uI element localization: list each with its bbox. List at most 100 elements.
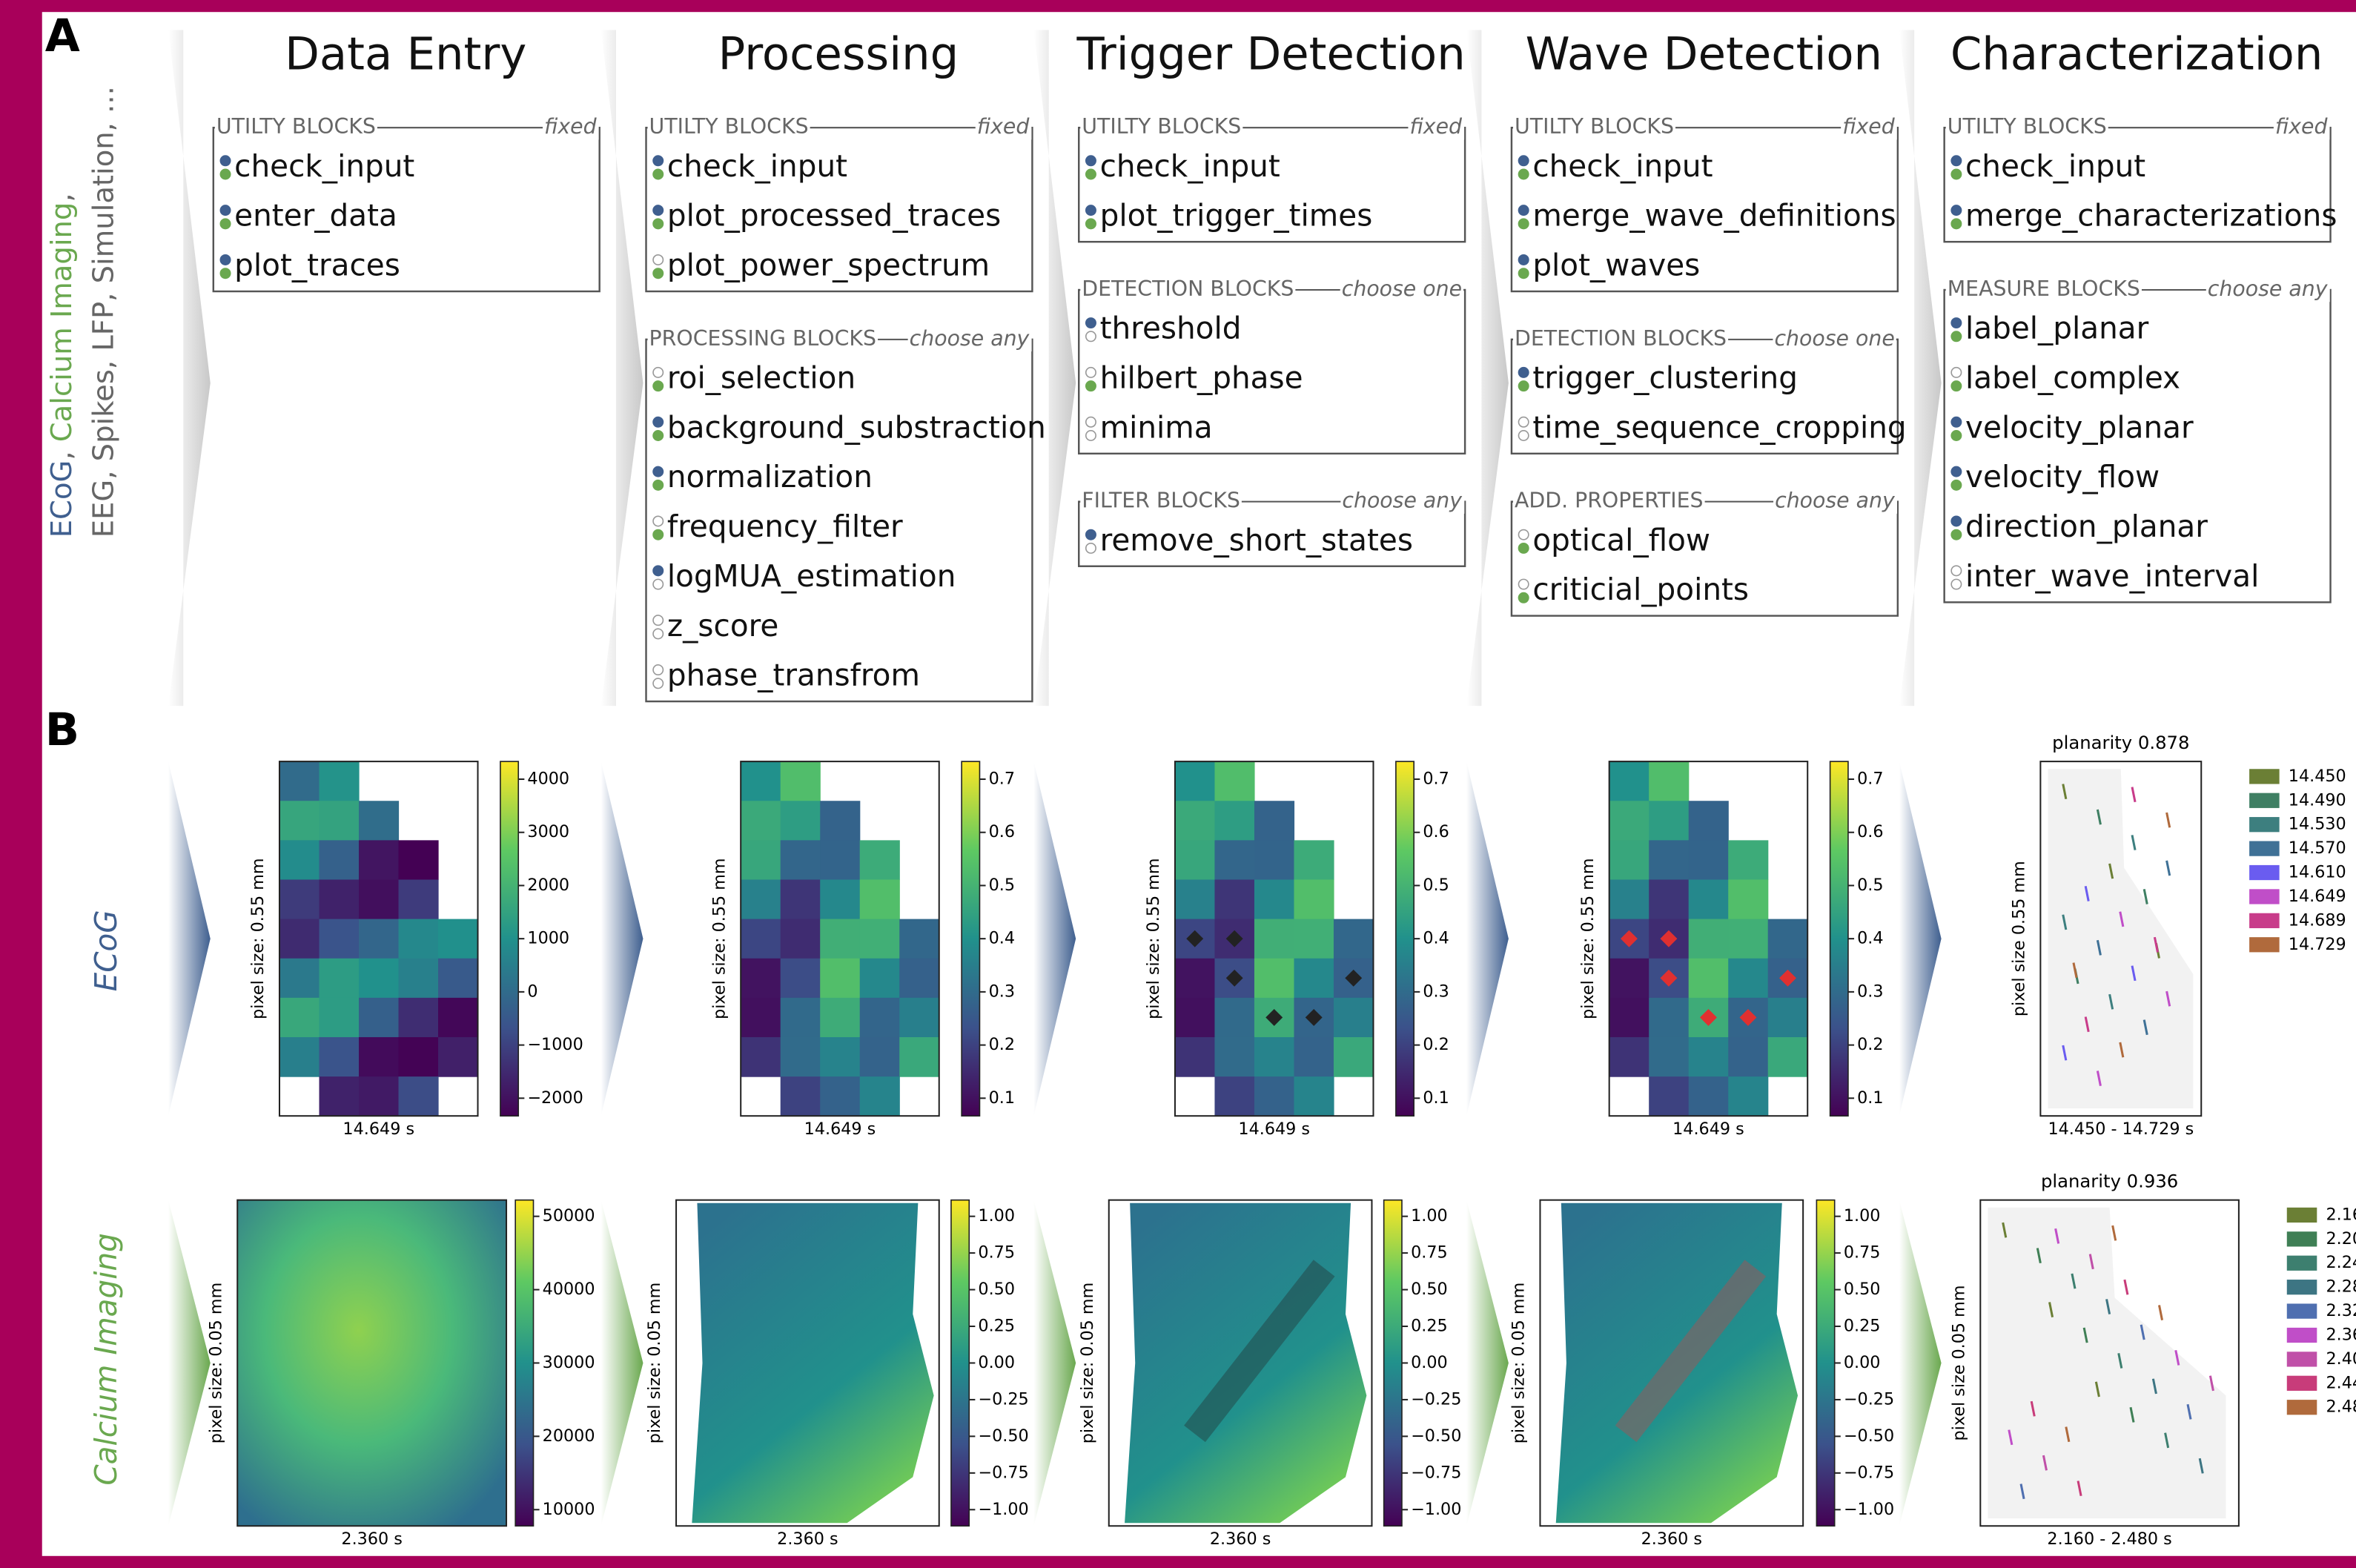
heatmap-cell — [741, 959, 781, 999]
heatmap-cell — [781, 840, 821, 880]
heatmap-cell — [741, 1037, 781, 1077]
calcium-support — [220, 268, 230, 278]
group-name: DETECTION BLOCKS — [1082, 277, 1294, 301]
heatmap-cell — [1214, 801, 1254, 841]
heatmap-cell — [1294, 1076, 1334, 1117]
heatmap-cell — [399, 959, 439, 999]
heatmap-cell — [1689, 1076, 1729, 1117]
calcium-support — [1951, 331, 1961, 341]
group-name: DETECTION BLOCKS — [1515, 326, 1727, 351]
ecog-support — [1951, 566, 1961, 575]
ecog-support — [653, 516, 663, 526]
calcium-support — [653, 530, 663, 540]
ecog-support — [220, 255, 230, 265]
y-label: pixel size: 0.55 mm — [248, 858, 268, 1019]
ecog-support — [1951, 417, 1961, 427]
calcium-support — [1086, 543, 1096, 553]
block-name: plot_power_spectrum — [667, 248, 990, 283]
heatmap-cell — [1728, 919, 1768, 959]
legend-label: 2.320 — [2326, 1301, 2356, 1320]
heatmap-cell — [359, 998, 399, 1038]
heatmap-cell — [899, 1037, 939, 1077]
heatmap-cell — [781, 1076, 821, 1117]
colorbar-label: 0.5 — [1423, 876, 1449, 895]
y-label: pixel size: 0.05 mm — [1078, 1283, 1097, 1444]
row-arrow — [1899, 1200, 1942, 1526]
heatmap-cell — [399, 1076, 439, 1117]
calcium-support — [653, 268, 663, 278]
calcium-support — [1518, 381, 1528, 391]
legend-label: 14.610 — [2289, 863, 2346, 882]
ecog-support — [1518, 205, 1528, 215]
calcium-support — [1518, 268, 1528, 278]
group-name: UTILTY BLOCKS — [1082, 114, 1241, 139]
colorbar — [1384, 1200, 1402, 1526]
row-arrow — [168, 1200, 211, 1526]
colorbar-label: −0.75 — [1411, 1463, 1461, 1482]
page: ABECoG, Calcium Imaging,EEG, Spikes, LFP… — [0, 0, 2356, 1568]
block-name: label_complex — [1965, 360, 2180, 396]
block-name: plot_waves — [1532, 248, 1700, 283]
heatmap-cell — [1689, 1037, 1729, 1077]
stage-chevron — [1899, 30, 1942, 707]
frame-top — [0, 0, 2356, 12]
stage-title: Characterization — [1950, 29, 2323, 81]
ecog-support — [653, 417, 663, 427]
colorbar-label: −0.50 — [1844, 1426, 1894, 1446]
frame-bottom — [0, 1556, 2356, 1568]
colorbar-label: −0.25 — [1844, 1389, 1894, 1409]
block-name: check_input — [1532, 148, 1713, 184]
heatmap-cell — [1175, 840, 1215, 880]
colorbar — [1816, 1200, 1834, 1526]
colorbar-label: 0.00 — [1411, 1353, 1448, 1372]
colorbar-label: 0.6 — [989, 822, 1015, 841]
legend-swatch — [2249, 889, 2280, 904]
heatmap-cell — [279, 761, 320, 801]
block-name: enter_data — [234, 198, 397, 234]
colorbar-label: 40000 — [543, 1280, 595, 1299]
heatmap-cell — [359, 919, 399, 959]
row-arrow — [601, 1200, 643, 1526]
block-name: minima — [1100, 409, 1213, 445]
colorbar-label: 2000 — [527, 876, 569, 895]
colorbar-label: 0.1 — [1423, 1088, 1449, 1108]
heatmap-cell — [399, 919, 439, 959]
heatmap-cell — [279, 1037, 320, 1077]
block-name: velocity_planar — [1965, 409, 2194, 445]
colorbar-label: 30000 — [543, 1353, 595, 1372]
ecog-support — [1951, 205, 1961, 215]
heatmap-cell — [1609, 959, 1649, 999]
colorbar-label: 0.5 — [989, 876, 1015, 895]
vector — [2132, 835, 2135, 850]
row-arrow — [1899, 761, 1942, 1116]
colorbar — [500, 761, 518, 1116]
heatmap-cell — [399, 998, 439, 1038]
x-label: 2.360 s — [1210, 1529, 1271, 1549]
heatmap-cell — [359, 840, 399, 880]
colorbar-label: 4000 — [527, 770, 569, 789]
heatmap-cell — [1649, 1037, 1689, 1077]
group-mode: choose any — [1775, 489, 1896, 513]
heatmap-cell — [1294, 879, 1334, 919]
colorbar-label: −1.00 — [978, 1500, 1028, 1519]
legend-label: 14.649 — [2289, 887, 2346, 906]
ecog-support — [220, 205, 230, 215]
heatmap-cell — [1689, 801, 1729, 841]
group-mode: fixed — [1842, 114, 1896, 139]
block-name: velocity_flow — [1965, 459, 2160, 494]
calcium-support — [653, 629, 663, 638]
heatmap-cell — [1175, 801, 1215, 841]
colorbar-label: 0.4 — [989, 929, 1015, 948]
colorbar-label: 0.7 — [989, 770, 1015, 789]
heatmap-cell — [820, 1076, 860, 1117]
heatmap-cell — [1254, 879, 1294, 919]
heatmap-cell — [1609, 998, 1649, 1038]
source-name: , — [45, 442, 79, 460]
ecog-support — [653, 368, 663, 377]
stage-chevron — [1033, 30, 1076, 707]
heatmap-cell — [1768, 919, 1808, 959]
calcium-support — [220, 219, 230, 228]
heatmap-cell — [399, 840, 439, 880]
legend-label: 14.689 — [2289, 910, 2346, 930]
ecog-support — [653, 205, 663, 215]
